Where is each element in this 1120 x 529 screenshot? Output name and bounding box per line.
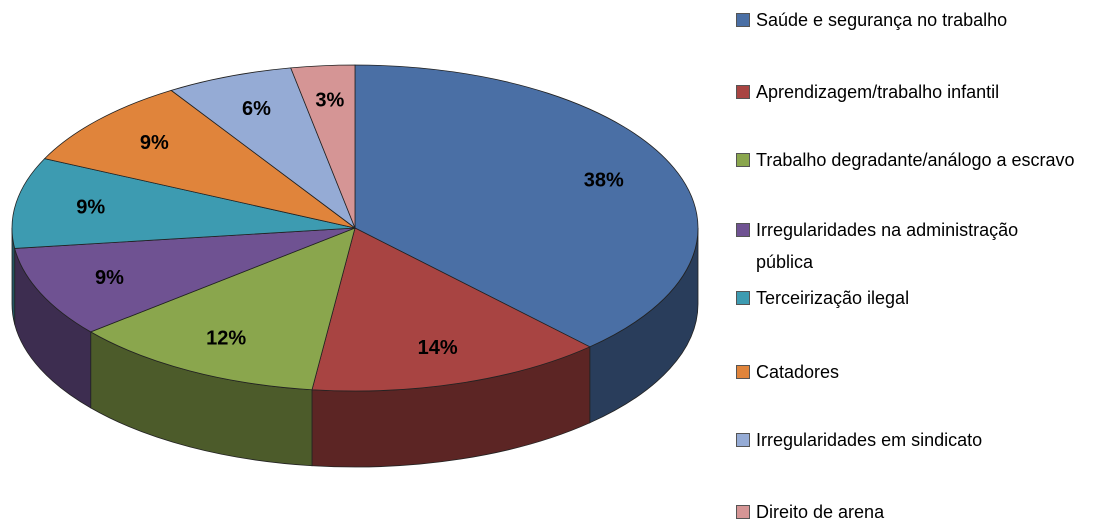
slice — [354, 64, 699, 348]
slice — [311, 227, 591, 392]
legend-item: Catadores — [736, 356, 1096, 388]
data-label: 14% — [418, 337, 458, 359]
slice — [43, 89, 356, 229]
legend-item: Irregularidades em sindicato — [736, 424, 1096, 456]
data-label: 9% — [76, 196, 105, 218]
legend-swatch — [736, 223, 750, 237]
legend-swatch — [736, 505, 750, 519]
chart: 38% 14% 12% 9% 9% 9% 6% 3% — [11, 64, 699, 468]
legend-label: Catadores — [756, 362, 840, 382]
data-label: 9% — [140, 132, 169, 154]
legend-label: Trabalho degradante/análogo a escravo — [756, 150, 1075, 170]
legend-label: Terceirização ilegal — [756, 288, 910, 308]
legend-swatch — [736, 153, 750, 167]
data-label: 38% — [584, 169, 624, 191]
legend-swatch — [736, 365, 750, 379]
slice — [11, 158, 356, 249]
legend-label: Irregularidades na administração pública — [756, 220, 1019, 272]
legend-item: Irregularidades na administração pública — [736, 214, 1096, 278]
legend-swatch — [736, 85, 750, 99]
legend-label: Direito de arena — [756, 502, 885, 522]
legend-item: Aprendizagem/trabalho infantil — [736, 76, 1096, 108]
data-label: 12% — [206, 328, 246, 350]
legend-label: Aprendizagem/trabalho infantil — [756, 82, 1000, 102]
legend-item: Saúde e segurança no trabalho — [736, 4, 1096, 36]
legend-swatch — [736, 291, 750, 305]
slice — [170, 67, 356, 230]
data-label: 6% — [242, 98, 271, 120]
slice — [290, 64, 356, 229]
slice — [14, 227, 356, 333]
legend-label: Saúde e segurança no trabalho — [756, 10, 1008, 30]
data-label: 9% — [95, 267, 124, 289]
legend-swatch — [736, 433, 750, 447]
legend-swatch — [736, 13, 750, 27]
legend-item: Trabalho degradante/análogo a escravo — [736, 144, 1096, 176]
slice — [89, 227, 356, 391]
data-label: 3% — [315, 90, 344, 112]
legend-item: Terceirização ilegal — [736, 282, 1096, 314]
legend-item: Direito de arena — [736, 496, 1096, 528]
legend-label: Irregularidades em sindicato — [756, 430, 983, 450]
